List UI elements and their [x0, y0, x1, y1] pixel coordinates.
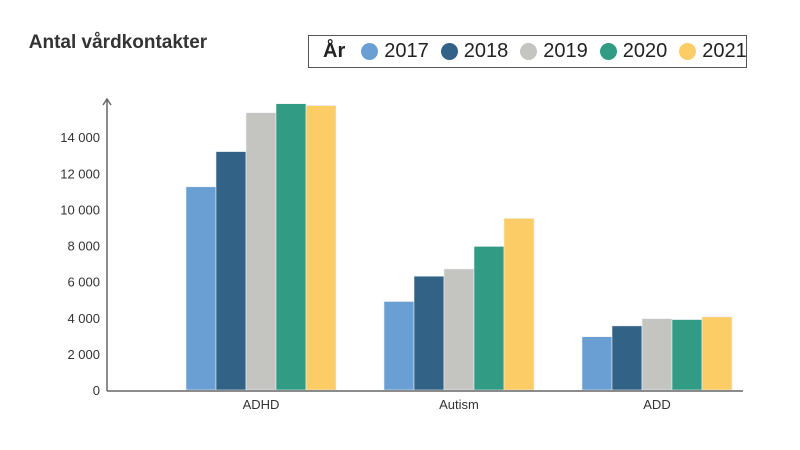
bar-add-2021	[701, 316, 733, 391]
legend-swatch-icon	[520, 43, 538, 60]
legend-item-2021: 2021	[679, 40, 747, 63]
bar-autism-2021	[503, 218, 535, 391]
legend-swatch-icon	[679, 43, 697, 60]
bar-add-2018	[611, 325, 643, 391]
bar-adhd-2021	[305, 105, 337, 391]
y-tick-label: 0	[93, 383, 100, 398]
legend-swatch-icon	[440, 43, 458, 60]
bar-autism-2018	[413, 275, 445, 391]
legend-label: 2018	[463, 40, 509, 62]
y-tick-label: 6 000	[67, 275, 100, 290]
y-tick-label: 2 000	[67, 347, 100, 362]
y-axis-arrow	[102, 97, 112, 106]
legend-label: 2017	[384, 40, 429, 62]
bar-add-2017	[581, 336, 613, 391]
legend-item-2017: 2017	[361, 40, 429, 63]
legend-item-2019: 2019	[520, 40, 588, 63]
legend-label: 2020	[622, 40, 668, 62]
legend-item-2018: 2018	[440, 40, 509, 63]
legend: År 2017 2018 2019 2020 2021	[308, 35, 747, 68]
x-tick-label: ADHD	[243, 397, 280, 412]
y-tick-label: 12 000	[60, 166, 100, 181]
bar-add-2020	[671, 319, 703, 391]
legend-label: 2021	[702, 40, 747, 62]
y-tick-label: 8 000	[67, 239, 100, 254]
x-tick-label: ADD	[643, 397, 670, 412]
y-axis-title: Antal vårdkontakter	[28, 32, 208, 53]
y-tick-label: 10 000	[60, 202, 100, 217]
bar-adhd-2020	[275, 103, 307, 391]
bar-autism-2019	[443, 268, 475, 391]
legend-swatch-icon	[599, 43, 617, 60]
bar-adhd-2018	[215, 151, 247, 391]
bar-add-2019	[641, 318, 673, 391]
bar-adhd-2019	[245, 112, 277, 391]
x-tick-label: Autism	[439, 397, 479, 412]
legend-title: År	[323, 40, 346, 62]
y-tick-label: 4 000	[67, 311, 100, 326]
y-tick-label: 14 000	[60, 130, 100, 145]
legend-swatch-icon	[361, 43, 379, 60]
legend-label: 2019	[543, 40, 588, 62]
bar-autism-2020	[473, 246, 505, 391]
bar-autism-2017	[383, 301, 415, 391]
bar-adhd-2017	[185, 186, 217, 391]
legend-item-2020: 2020	[599, 40, 668, 63]
